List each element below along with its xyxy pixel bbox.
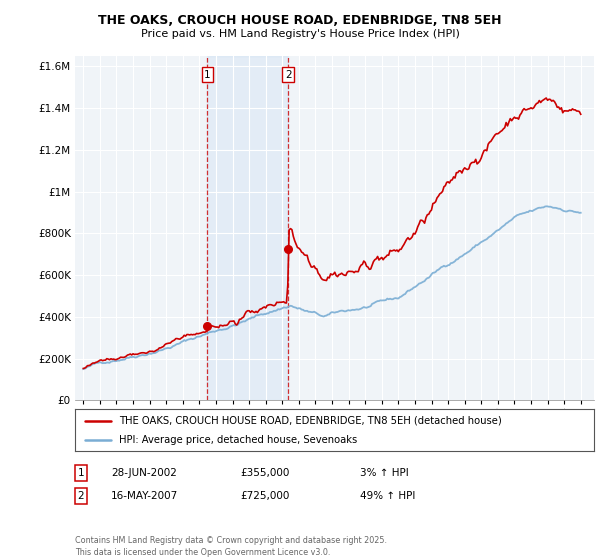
Text: THE OAKS, CROUCH HOUSE ROAD, EDENBRIDGE, TN8 5EH (detached house): THE OAKS, CROUCH HOUSE ROAD, EDENBRIDGE,… (119, 416, 502, 426)
Text: THE OAKS, CROUCH HOUSE ROAD, EDENBRIDGE, TN8 5EH: THE OAKS, CROUCH HOUSE ROAD, EDENBRIDGE,… (98, 14, 502, 27)
Text: 3% ↑ HPI: 3% ↑ HPI (360, 468, 409, 478)
Text: Price paid vs. HM Land Registry's House Price Index (HPI): Price paid vs. HM Land Registry's House … (140, 29, 460, 39)
Text: 2: 2 (77, 491, 85, 501)
Text: £355,000: £355,000 (240, 468, 289, 478)
Text: £725,000: £725,000 (240, 491, 289, 501)
Text: Contains HM Land Registry data © Crown copyright and database right 2025.
This d: Contains HM Land Registry data © Crown c… (75, 536, 387, 557)
Text: 49% ↑ HPI: 49% ↑ HPI (360, 491, 415, 501)
Text: 28-JUN-2002: 28-JUN-2002 (111, 468, 177, 478)
Text: 2: 2 (285, 70, 292, 80)
Bar (208, 56, 289, 400)
Text: 16-MAY-2007: 16-MAY-2007 (111, 491, 178, 501)
Text: 1: 1 (204, 70, 211, 80)
Text: 1: 1 (77, 468, 85, 478)
Text: HPI: Average price, detached house, Sevenoaks: HPI: Average price, detached house, Seve… (119, 435, 358, 445)
